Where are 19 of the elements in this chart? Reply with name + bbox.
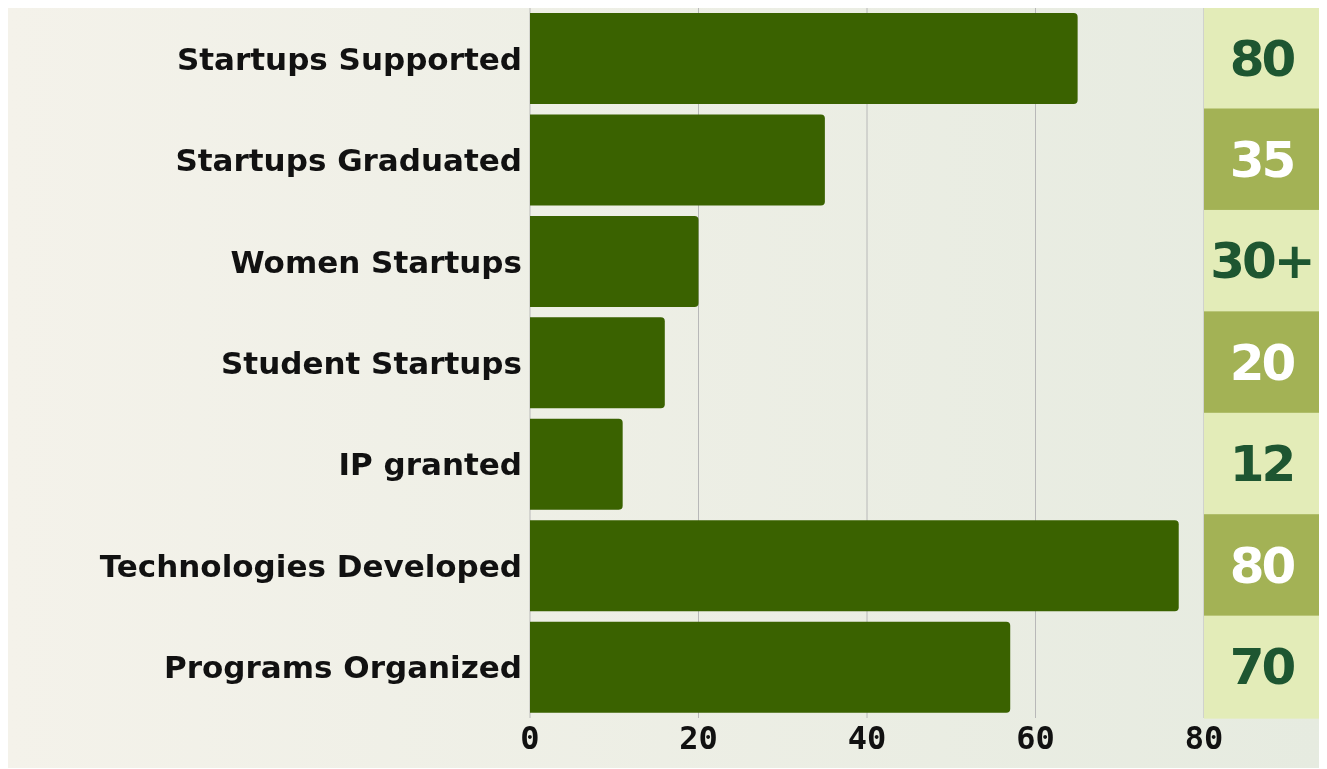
y-tick-label: Student Startups bbox=[221, 345, 522, 382]
text: 20 bbox=[1229, 333, 1295, 392]
text: 30+ bbox=[1210, 232, 1313, 291]
y-tick-label: Startups Supported bbox=[176, 40, 522, 77]
text: 35 bbox=[1229, 131, 1294, 189]
text: 12 bbox=[1229, 435, 1294, 494]
x-tick-label: 60 bbox=[1016, 718, 1055, 757]
y-tick-label: Startups Graduated bbox=[175, 142, 522, 179]
y-tick-label: Women Startups bbox=[230, 243, 522, 280]
text: 80 bbox=[1229, 29, 1295, 88]
text: 80 bbox=[1229, 536, 1295, 595]
y-tick-label: Technologies Developed bbox=[99, 547, 522, 584]
y-tick-label: IP granted bbox=[338, 446, 522, 483]
x-tick-label: 40 bbox=[847, 718, 887, 757]
x-tick-label: 80 bbox=[1184, 718, 1224, 757]
x-tick-label: 20 bbox=[679, 718, 718, 757]
text: 70 bbox=[1229, 638, 1295, 697]
x-tick-label: 0 bbox=[520, 718, 540, 757]
y-tick-label: Programs Organized bbox=[164, 649, 522, 686]
